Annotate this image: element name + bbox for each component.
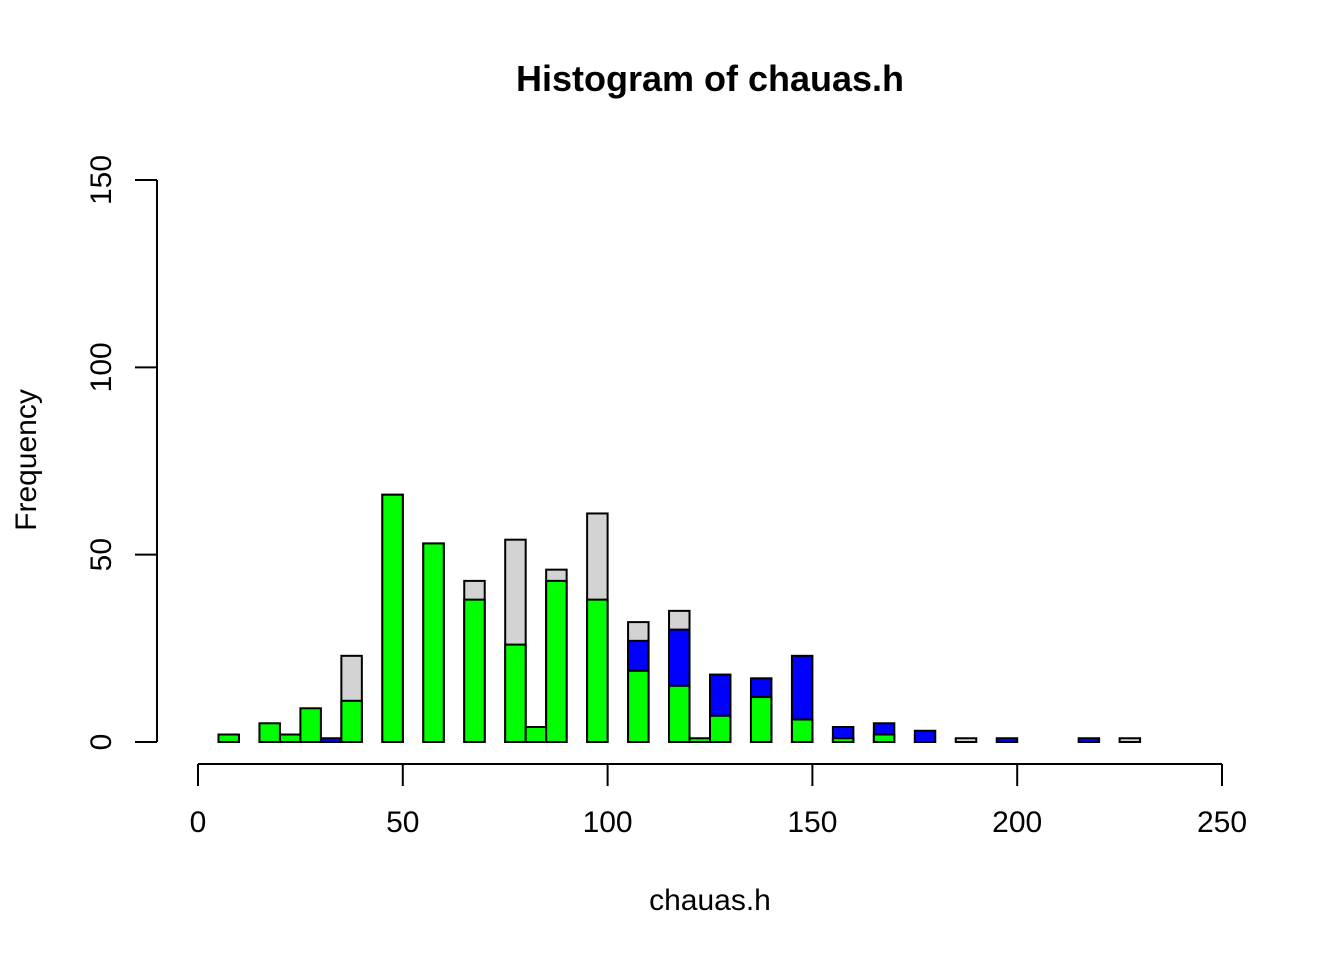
x-tick-label: 150	[787, 806, 837, 839]
y-tick-label: 100	[85, 342, 118, 392]
histogram-bar	[995, 737, 1019, 744]
y-axis-label: Frequency	[10, 389, 43, 531]
x-tick-label: 200	[992, 806, 1042, 839]
x-tick-label: 250	[1197, 806, 1247, 839]
histogram-bar	[381, 493, 404, 743]
histogram-bar	[668, 684, 691, 743]
histogram-bar	[688, 737, 712, 744]
x-tick-label: 50	[386, 806, 419, 839]
histogram-bar	[913, 729, 937, 744]
x-axis: 0 50 100 150 200 250	[190, 763, 1247, 839]
bars-group	[217, 493, 1142, 744]
histogram-bar	[872, 733, 896, 743]
histogram-bar	[524, 726, 548, 743]
histogram-bar	[586, 598, 609, 743]
y-axis: 0 50 100 150	[85, 155, 158, 751]
histogram-bar	[422, 542, 445, 744]
chart-title: Histogram of chauas.h	[516, 58, 904, 99]
histogram-bar	[217, 733, 240, 743]
y-tick-label: 150	[85, 155, 118, 205]
histogram-bar	[504, 643, 527, 743]
histogram-bar	[340, 699, 363, 744]
y-tick-label: 50	[85, 538, 118, 571]
histogram-bar	[463, 598, 486, 743]
x-tick-label: 0	[190, 806, 207, 839]
histogram-bar	[749, 696, 773, 743]
histogram-bar	[299, 707, 322, 744]
histogram-bar	[627, 669, 650, 744]
histogram-bar	[319, 737, 343, 744]
histogram-bar	[258, 722, 281, 743]
histogram-bar	[709, 714, 732, 743]
histogram-bar	[1077, 737, 1101, 744]
x-axis-label: chauas.h	[649, 884, 771, 917]
histogram-bar	[545, 579, 568, 743]
histogram-bar	[831, 737, 855, 744]
histogram-bar	[954, 737, 978, 744]
x-tick-label: 100	[583, 806, 633, 839]
histogram-bar	[1118, 737, 1142, 744]
histogram-bar	[790, 718, 814, 744]
histogram-bar	[278, 733, 302, 743]
y-tick-label: 0	[85, 734, 118, 751]
